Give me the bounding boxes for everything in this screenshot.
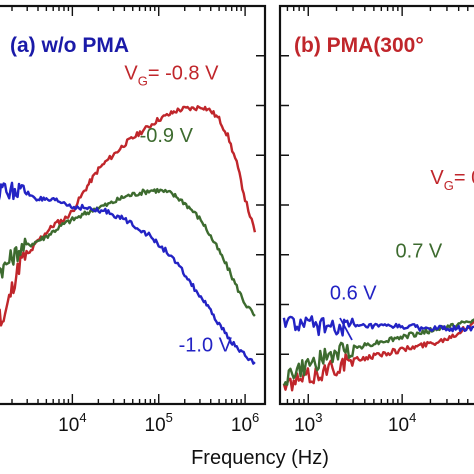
series-line xyxy=(282,320,474,392)
x-axis-label: Frequency (Hz) xyxy=(191,447,329,469)
series-label: 0.6 V xyxy=(330,282,377,304)
panel-label: (a) w/o PMA xyxy=(10,34,129,57)
series-line xyxy=(282,318,474,386)
x-tick-label: 103 xyxy=(294,410,322,436)
x-tick-label: 104 xyxy=(58,410,86,436)
series-line xyxy=(0,105,257,327)
series-label: 0.7 V xyxy=(396,240,443,262)
x-tick-label: 105 xyxy=(145,410,173,436)
label-pointer xyxy=(339,317,353,341)
plot-frame xyxy=(278,4,474,406)
series-line xyxy=(0,181,256,365)
panel-a: 103104105106VG= -0.8 V-0.9 V-1.0 V(a) w/… xyxy=(0,4,267,436)
panel-b: 103104105VG= 0.0.7 V0.6 V(b) PMA(300° xyxy=(278,4,474,436)
panel-label: (b) PMA(300° xyxy=(294,34,424,57)
series-line xyxy=(282,315,474,337)
series-label: VG= -0.8 V xyxy=(124,62,219,88)
x-tick-label: 106 xyxy=(231,410,259,436)
series-label: -0.9 V xyxy=(140,125,194,147)
series-line xyxy=(0,187,256,317)
x-tick-label: 104 xyxy=(388,410,416,436)
series-label: VG= 0. xyxy=(430,167,474,193)
series-label: -1.0 V xyxy=(179,335,233,357)
